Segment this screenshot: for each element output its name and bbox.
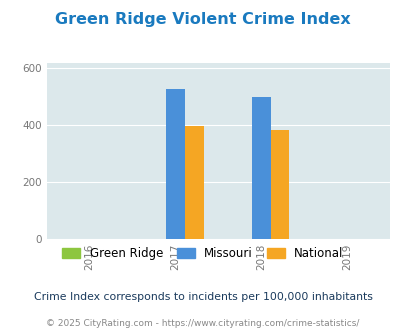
Bar bbox=[166, 89, 184, 239]
Bar bbox=[270, 130, 289, 239]
Bar bbox=[251, 97, 270, 239]
Legend: Green Ridge, Missouri, National: Green Ridge, Missouri, National bbox=[62, 247, 343, 260]
Text: Crime Index corresponds to incidents per 100,000 inhabitants: Crime Index corresponds to incidents per… bbox=[34, 292, 371, 302]
Text: Green Ridge Violent Crime Index: Green Ridge Violent Crime Index bbox=[55, 12, 350, 26]
Text: © 2025 CityRating.com - https://www.cityrating.com/crime-statistics/: © 2025 CityRating.com - https://www.city… bbox=[46, 319, 359, 328]
Bar bbox=[184, 126, 203, 239]
